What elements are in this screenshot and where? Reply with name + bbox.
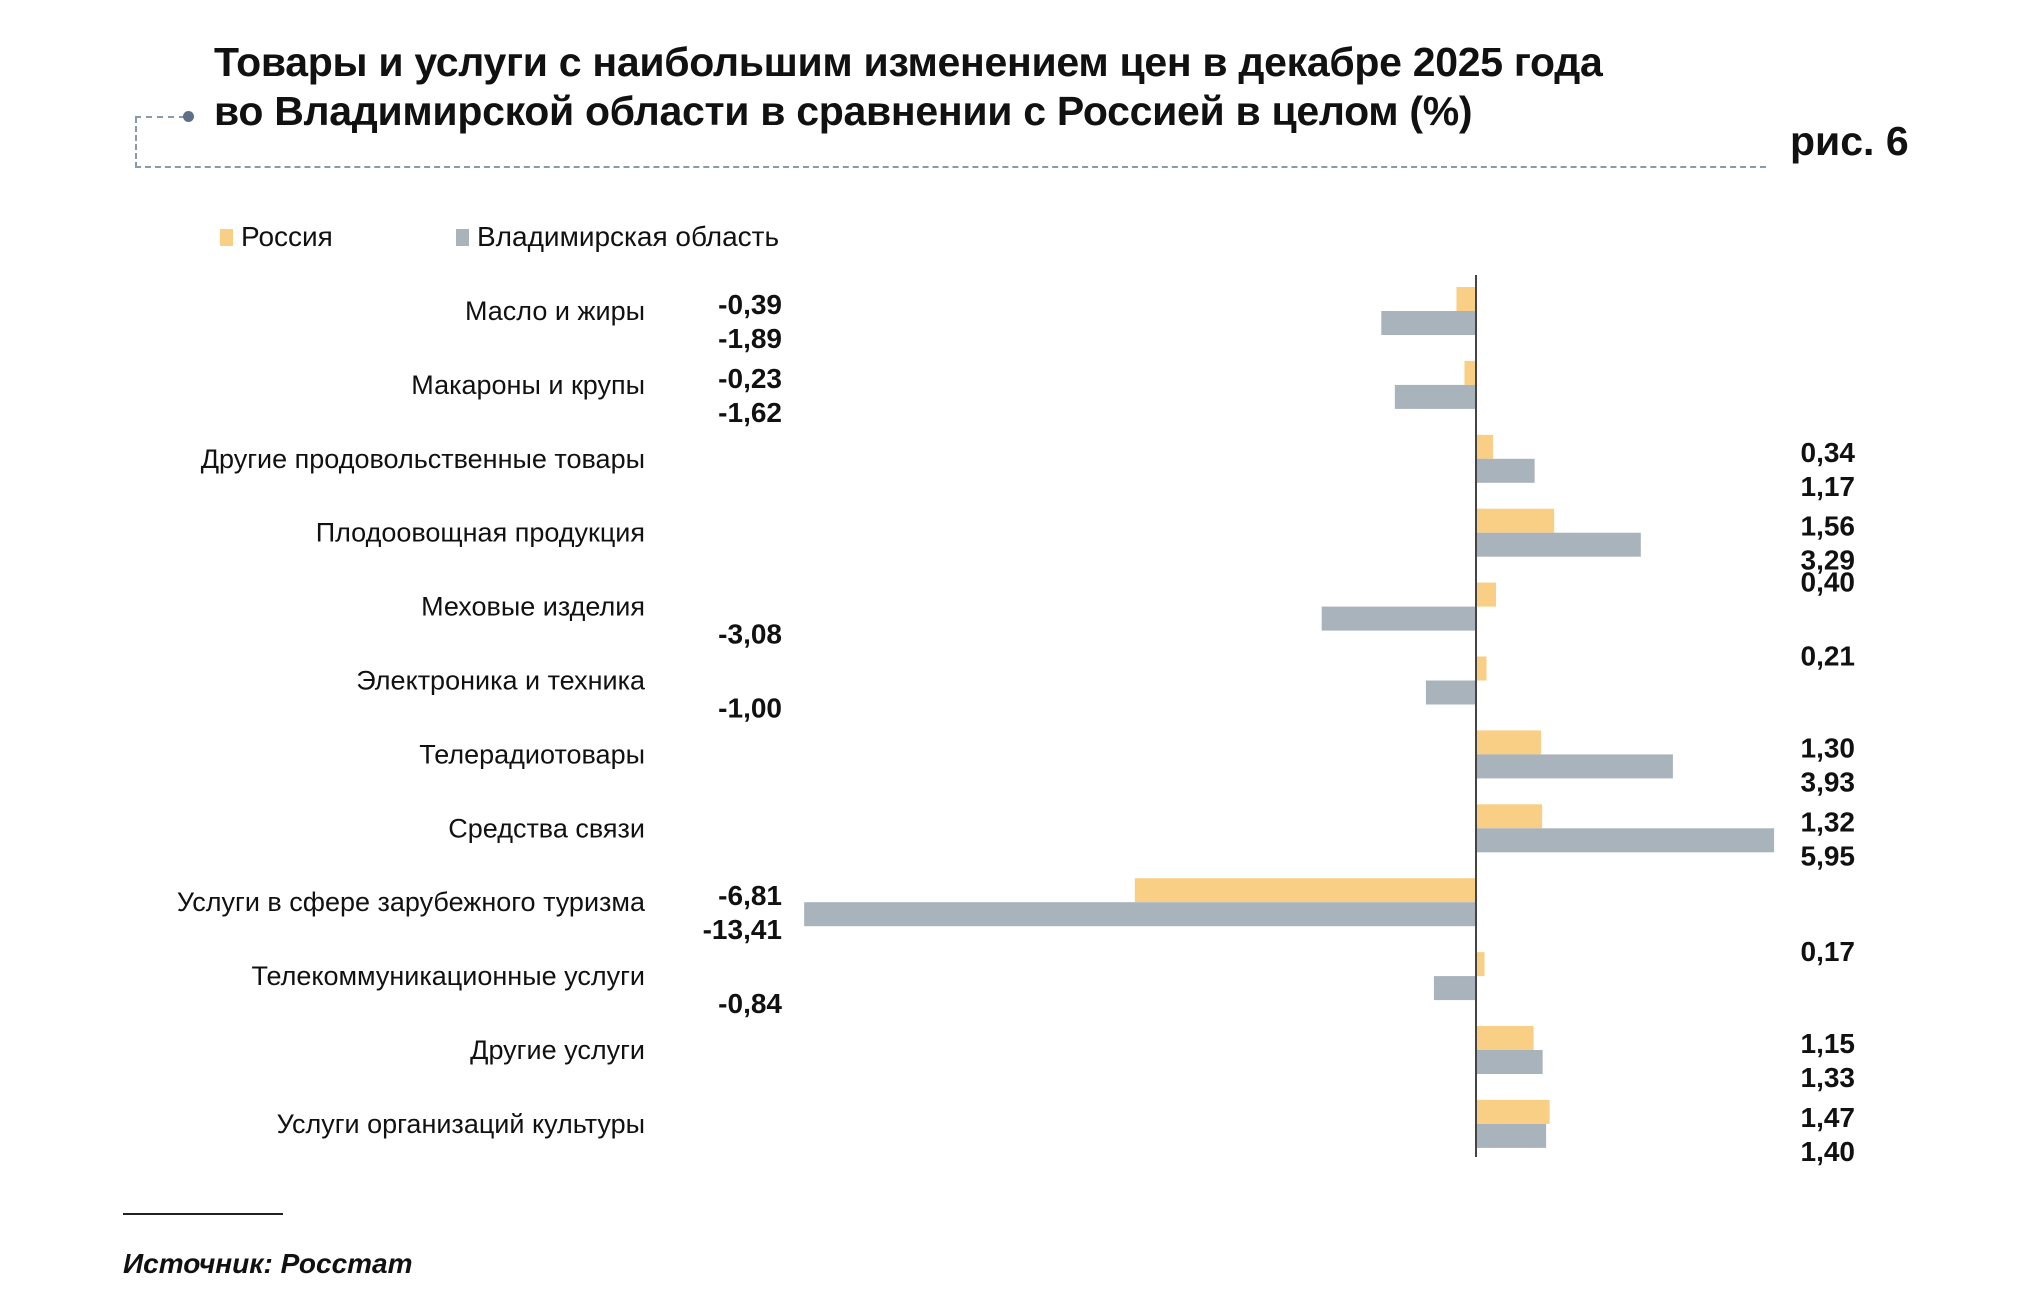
- bar-russia: [1476, 804, 1543, 829]
- bar-vladimir: [1476, 1050, 1543, 1074]
- legend-label-russia: Россия: [241, 221, 333, 252]
- value-label-vladimir: 1,40: [1801, 1136, 1856, 1167]
- category-label: Другие услуги: [470, 1035, 645, 1065]
- bar-russia: [1476, 1099, 1550, 1124]
- category-label: Телерадиотовары: [419, 739, 645, 769]
- legend-item-vladimir: Владимирская область: [456, 221, 779, 253]
- category-label: Телекоммуникационные услуги: [251, 961, 645, 991]
- title-line-2: во Владимирской области в сравнении с Ро…: [214, 88, 1473, 134]
- value-label-russia: 1,15: [1801, 1028, 1856, 1059]
- legend-swatch-vladimir: [456, 228, 469, 246]
- value-label-vladimir: -1,89: [718, 323, 782, 354]
- legend-item-russia: Россия: [220, 221, 333, 253]
- bar-vladimir: [1476, 532, 1641, 557]
- value-label-vladimir: 3,29: [1801, 545, 1856, 576]
- value-label-vladimir: 1,17: [1801, 471, 1856, 502]
- bar-vladimir: [1476, 1123, 1547, 1148]
- bar-russia: [1476, 730, 1542, 755]
- value-label-vladimir: -0,84: [718, 988, 782, 1019]
- value-label-vladimir: 5,95: [1801, 840, 1856, 871]
- legend-swatch-russia: [220, 228, 233, 246]
- category-label: Меховые изделия: [421, 592, 645, 622]
- value-label-vladimir: -13,41: [703, 914, 782, 945]
- bar-vladimir: [1476, 458, 1535, 483]
- value-label-russia: 1,56: [1801, 511, 1856, 542]
- bar-russia: [1134, 878, 1476, 903]
- bar-russia: [1476, 1026, 1534, 1050]
- bar-russia: [1476, 508, 1555, 533]
- value-label-russia: -0,39: [718, 289, 782, 320]
- category-label: Услуги в сфере зарубежного туризма: [177, 887, 646, 917]
- title-line-1: Товары и услуги с наибольшим изменением …: [214, 39, 1603, 85]
- value-label-russia: 1,32: [1801, 806, 1856, 837]
- category-label: Средства связи: [448, 813, 645, 843]
- value-label-russia: 0,21: [1801, 641, 1856, 672]
- bar-vladimir: [1381, 311, 1476, 335]
- value-label-russia: 0,34: [1801, 437, 1856, 468]
- bar-russia: [1464, 360, 1476, 385]
- footer-divider: [123, 1213, 283, 1215]
- bar-vladimir: [1476, 828, 1775, 853]
- title-frame: [135, 117, 1766, 168]
- category-label: Услуги организаций культуры: [277, 1109, 645, 1139]
- value-label-vladimir: -1,62: [718, 397, 782, 428]
- bar-vladimir: [1476, 754, 1673, 779]
- bar-russia: [1476, 582, 1497, 607]
- bar-russia: [1476, 952, 1485, 977]
- category-label: Электроника и техника: [356, 666, 646, 696]
- value-label-russia: 0,17: [1801, 936, 1856, 967]
- title-dot: [183, 111, 194, 122]
- bar-vladimir: [804, 902, 1476, 927]
- bar-vladimir: [1394, 384, 1476, 409]
- source-note: Источник: Росстат: [123, 1248, 413, 1279]
- bar-vladimir: [1433, 976, 1476, 1001]
- category-label: Макароны и крупы: [411, 370, 645, 400]
- value-label-russia: -6,81: [718, 880, 782, 911]
- value-label-russia: 1,47: [1801, 1102, 1856, 1133]
- bar-vladimir: [1425, 680, 1476, 705]
- bar-vladimir: [1321, 606, 1476, 631]
- title-frame-top: [135, 116, 185, 118]
- figure-label: рис. 6: [1790, 118, 1909, 164]
- category-label: Плодоовощная продукция: [316, 518, 645, 548]
- chart-title: Товары и услуги с наибольшим изменением …: [214, 38, 1603, 136]
- value-label-vladimir: 3,93: [1801, 766, 1856, 797]
- value-label-russia: 0,40: [1801, 567, 1856, 598]
- value-label-vladimir: -3,08: [718, 619, 782, 650]
- bar-russia: [1476, 656, 1487, 681]
- category-label: Масло и жиры: [465, 296, 645, 326]
- category-label: Другие продовольственные товары: [201, 444, 645, 474]
- value-label-russia: -0,23: [718, 363, 782, 394]
- value-label-vladimir: 1,33: [1801, 1062, 1856, 1093]
- value-label-russia: 1,30: [1801, 732, 1856, 763]
- legend-label-vladimir: Владимирская область: [477, 221, 780, 252]
- value-label-vladimir: -1,00: [718, 693, 782, 724]
- bar-russia: [1456, 287, 1476, 311]
- bar-russia: [1476, 434, 1494, 459]
